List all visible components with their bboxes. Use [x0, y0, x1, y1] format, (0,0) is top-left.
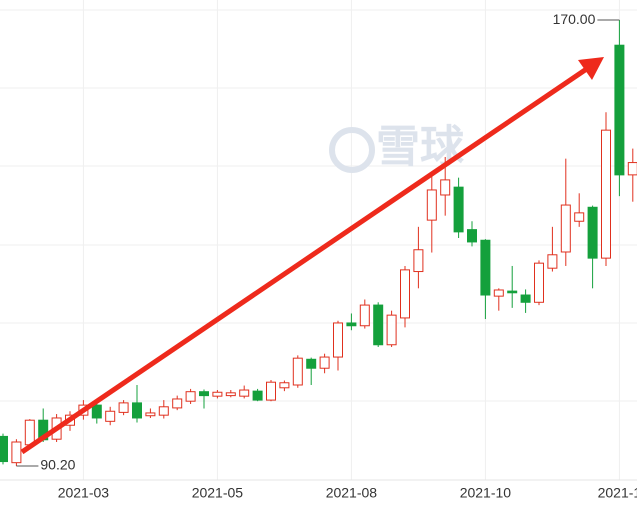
candle-body — [132, 402, 142, 419]
candle-body — [185, 391, 196, 402]
x-tick-label: 2021-05 — [192, 485, 244, 501]
candle-body — [493, 289, 504, 297]
x-tick-label: 2021-10 — [460, 485, 512, 501]
candle-body — [614, 44, 625, 176]
candle-body — [440, 179, 451, 196]
candle-body — [118, 402, 129, 413]
candle-body — [306, 358, 317, 369]
candle-body — [266, 381, 276, 401]
candle-body — [319, 356, 330, 369]
candle-body — [453, 186, 464, 233]
candle-body — [239, 389, 250, 397]
candle-body — [212, 391, 223, 397]
candle-body — [480, 239, 491, 296]
x-tick-label: 2021-03 — [58, 485, 110, 501]
candle-body — [507, 290, 518, 294]
candle-body — [627, 162, 637, 176]
candle-body — [333, 322, 343, 358]
candle-body — [359, 304, 370, 327]
candle-body — [547, 254, 558, 269]
candle-body — [467, 229, 477, 243]
arrow-head — [578, 57, 604, 80]
candle-body — [413, 249, 424, 273]
trend-arrow — [20, 57, 604, 455]
candle-body — [105, 410, 116, 422]
candle-body — [158, 406, 169, 416]
candle-body — [534, 262, 544, 303]
x-tick-label: 2021-1 — [598, 485, 637, 501]
x-tick-label: 2021-08 — [326, 485, 378, 501]
candle-body — [560, 204, 571, 253]
candle-body — [601, 129, 611, 259]
candle-body — [145, 412, 156, 417]
candle-body — [520, 294, 531, 303]
candle-body — [587, 206, 598, 259]
watermark-logo — [329, 127, 375, 173]
candle-body — [11, 441, 22, 464]
candle-body — [24, 419, 35, 446]
candle-body — [172, 398, 183, 409]
min-label: 90.20 — [40, 457, 75, 473]
candle-body — [252, 390, 263, 401]
candle-body — [373, 304, 384, 346]
candle-body — [400, 269, 410, 319]
candle-body — [225, 392, 236, 397]
candle-body — [199, 391, 209, 397]
candle-body — [386, 314, 397, 346]
watermark: 雪球 — [376, 123, 465, 172]
candle-body — [574, 212, 585, 222]
candle-body — [0, 435, 8, 463]
candle-body — [279, 382, 290, 389]
candle-body — [292, 357, 303, 386]
arrow-shaft — [20, 65, 590, 455]
annotations: 170.00 90.20 — [16, 11, 620, 473]
candle-body — [346, 322, 357, 327]
grid — [0, 9, 637, 402]
max-label: 170.00 — [553, 11, 596, 27]
candle-body — [426, 189, 437, 221]
candle-body — [91, 404, 102, 419]
